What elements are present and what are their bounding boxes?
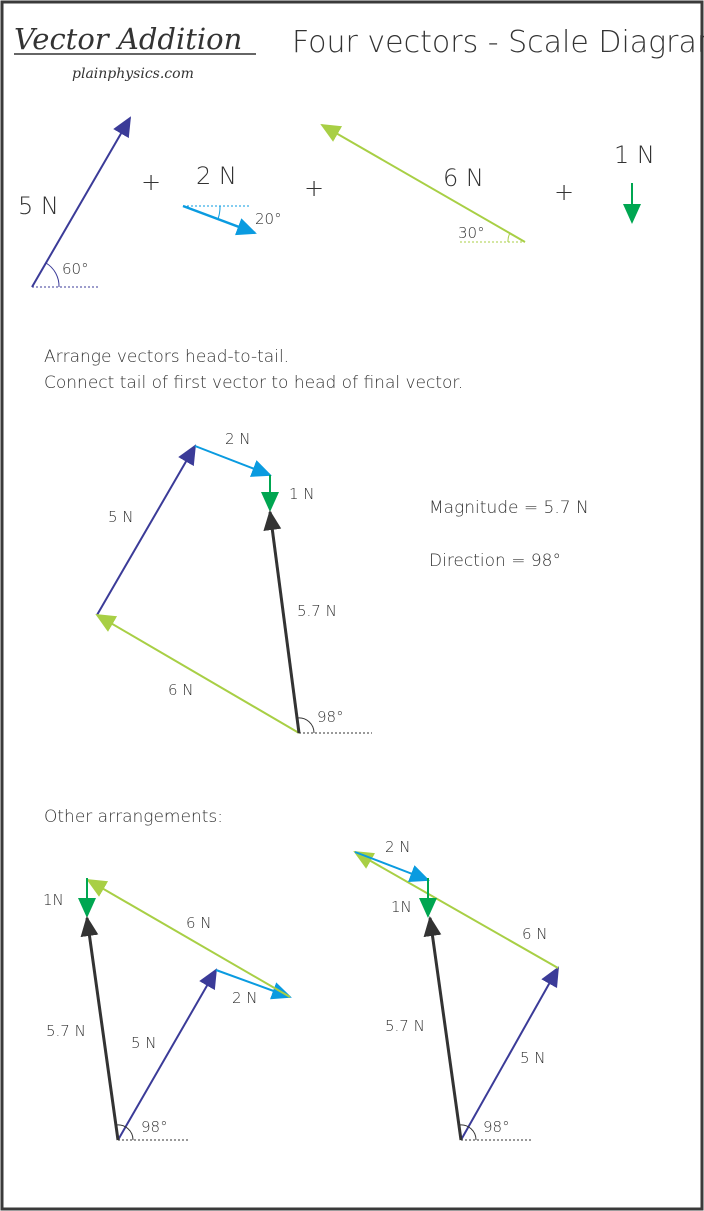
magnitude-label: 1 N (614, 141, 655, 169)
angle-label: 98° (483, 1118, 510, 1136)
label-2n: 2 N (385, 838, 411, 856)
label-resultant: 5.7 N (46, 1022, 86, 1040)
plus-sign: + (141, 168, 161, 196)
label-6n: 6 N (168, 681, 194, 699)
angle-label: 98° (317, 708, 344, 726)
label-1n: 1 N (289, 485, 315, 503)
head-to-tail-diagram: 5 N 2 N 1 N 5.7 N 6 N 98° (95, 430, 372, 734)
page-title: Four vectors - Scale Diagram (292, 25, 704, 60)
site-name: plainphysics.com (72, 66, 194, 82)
angle-label: 30° (458, 224, 485, 242)
vector-2n: 20° 2 N (182, 162, 282, 236)
label-2n: 2 N (232, 989, 258, 1007)
angle-label: 60° (62, 260, 89, 278)
label-1n: 1N (391, 898, 412, 916)
arrangement-right: 2 N 1N 6 N 5.7 N 5 N 98° (353, 838, 559, 1141)
label-6n: 6 N (522, 925, 548, 943)
magnitude-label: 6 N (443, 164, 484, 192)
other-arrangements-heading: Other arrangements: (44, 807, 223, 827)
label-resultant: 5.7 N (385, 1017, 425, 1035)
vector-6n: 30° 6 N (320, 124, 526, 243)
label-5n: 5 N (108, 508, 134, 526)
angle-label: 20° (255, 210, 282, 228)
label-2n: 2 N (225, 430, 251, 448)
magnitude-label: 5 N (18, 192, 59, 220)
magnitude-label: 2 N (196, 162, 237, 190)
direction-result: Direction = 98° (429, 551, 561, 571)
vector-1n: 1 N (614, 141, 655, 224)
label-1n: 1N (43, 891, 64, 909)
plus-sign: + (554, 178, 574, 206)
angle-label: 98° (141, 1118, 168, 1136)
label-5n: 5 N (520, 1049, 546, 1067)
instruction-line-1: Arrange vectors head-to-tail. (44, 347, 289, 367)
arrangement-left: 1N 6 N 2 N 5.7 N 5 N 98° (43, 878, 292, 1141)
label-resultant: 5.7 N (297, 602, 337, 620)
magnitude-result: Magnitude = 5.7 N (429, 498, 589, 518)
instruction-line-2: Connect tail of first vector to head of … (44, 373, 463, 393)
label-5n: 5 N (131, 1034, 157, 1052)
label-6n: 6 N (186, 914, 212, 932)
plus-sign: + (304, 174, 324, 202)
logo-text: Vector Addition (14, 22, 242, 56)
vector-5n: 60° 5 N (18, 116, 132, 288)
